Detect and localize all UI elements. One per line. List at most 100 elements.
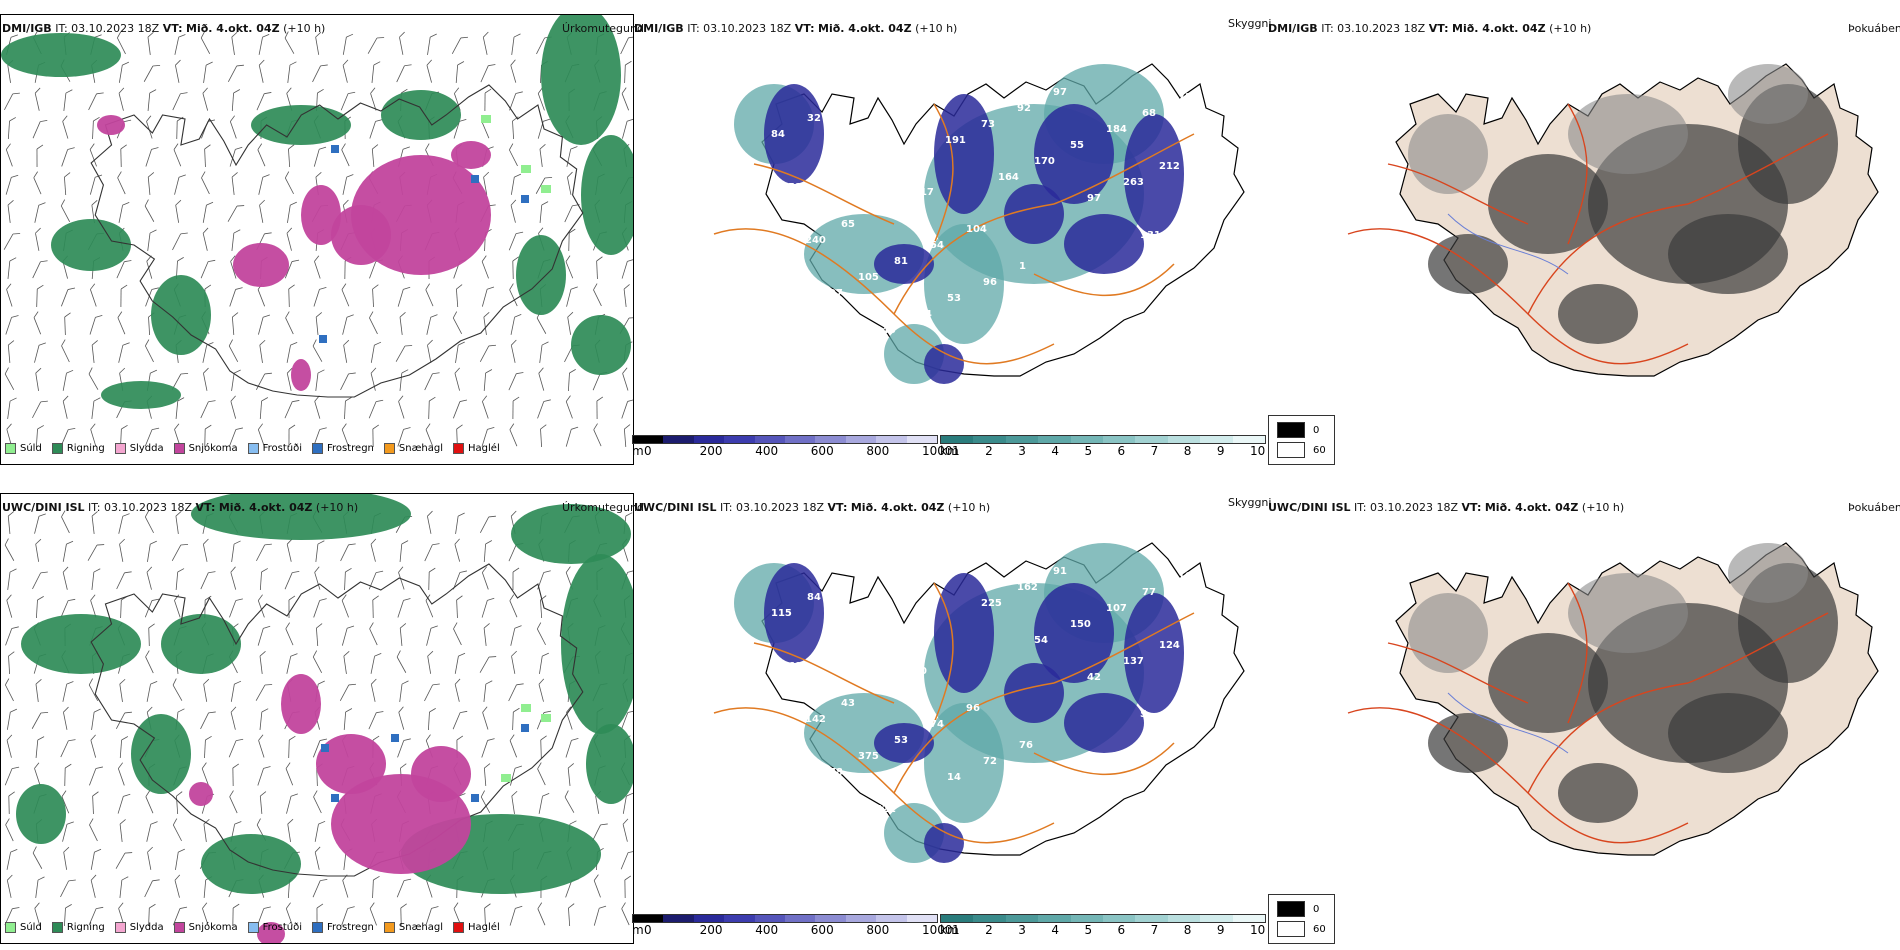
fog-legend-row: 0 bbox=[1277, 899, 1326, 919]
wind-barb bbox=[228, 738, 244, 758]
wind-barb bbox=[454, 652, 466, 674]
legend-swatch bbox=[114, 443, 126, 454]
wind-barb bbox=[230, 566, 237, 590]
wind-barb bbox=[288, 735, 296, 759]
top-km-scale: km 1 2 3 4 5 6 7 8 9 10 bbox=[940, 435, 1266, 458]
top-cloud-panel: 12 32 118 117 104 1 79 67 73 84 31 24 54 96 110 106 68 72… bbox=[634, 14, 1268, 465]
visibility-value: 74 bbox=[964, 825, 978, 836]
wind-barb bbox=[537, 570, 551, 590]
terrain-area bbox=[1064, 214, 1144, 274]
wind-barb bbox=[315, 31, 322, 55]
wind-barb bbox=[175, 397, 185, 419]
visibility-value: 73 bbox=[1178, 92, 1192, 103]
rain-area bbox=[381, 90, 461, 140]
wind-barb bbox=[229, 115, 237, 139]
wind-barb bbox=[176, 791, 183, 815]
rain-area bbox=[201, 834, 301, 894]
scale-tick: 4 bbox=[1051, 444, 1059, 458]
scale-swatch bbox=[1070, 915, 1104, 922]
wind-barb bbox=[623, 424, 631, 447]
wind-barb bbox=[484, 903, 491, 927]
wind-barb bbox=[259, 708, 269, 730]
wind-barb bbox=[116, 260, 132, 279]
visibility-value: 79 bbox=[1072, 298, 1086, 309]
wind-barb bbox=[118, 513, 130, 534]
visibility-value: 162 bbox=[1017, 582, 1038, 593]
wind-barb bbox=[396, 878, 412, 898]
rain-area bbox=[151, 275, 211, 355]
snow-area bbox=[189, 782, 213, 806]
wind-barb bbox=[315, 312, 323, 335]
wind-barb bbox=[284, 570, 300, 590]
wind-barb bbox=[428, 567, 436, 591]
wind-barb bbox=[512, 567, 520, 591]
visibility-value: 69 bbox=[788, 661, 802, 672]
scale-bar bbox=[940, 914, 1266, 923]
wind-barb bbox=[452, 311, 463, 335]
scale-tick: 1000 bbox=[922, 923, 953, 937]
visibility-value: 521 bbox=[875, 804, 896, 815]
wind-barb bbox=[370, 653, 382, 674]
wind-barb bbox=[259, 791, 267, 814]
scale-swatch bbox=[941, 436, 974, 443]
scale-tick: 9 bbox=[1216, 444, 1225, 458]
visibility-value: 132 bbox=[1000, 809, 1021, 820]
wind-barb bbox=[539, 341, 549, 363]
fog-legend-label: 0 bbox=[1313, 903, 1320, 915]
legend-label: Haglél bbox=[468, 443, 500, 454]
wind-barb bbox=[565, 255, 574, 279]
terrain-area bbox=[1034, 104, 1114, 204]
wind-barb bbox=[172, 232, 188, 251]
wind-barb bbox=[204, 735, 212, 759]
wind-barb bbox=[482, 31, 489, 55]
wind-barb bbox=[340, 543, 356, 562]
visibility-value: 73 bbox=[981, 119, 995, 130]
wind-barb bbox=[538, 367, 545, 391]
freezing-rain-area bbox=[331, 145, 339, 153]
wind-barb bbox=[312, 738, 328, 758]
legend-label: Frostregn bbox=[327, 922, 374, 933]
wind-barb bbox=[33, 311, 42, 335]
wind-barb bbox=[231, 89, 241, 112]
wind-barb bbox=[398, 566, 405, 590]
wind-barb bbox=[284, 31, 295, 54]
wind-barb bbox=[621, 258, 633, 279]
rain-area bbox=[581, 135, 633, 255]
wind-barb bbox=[201, 762, 209, 786]
fog-legend-swatch bbox=[1277, 921, 1305, 937]
visibility-value: 28 bbox=[1000, 330, 1014, 341]
wind-barb bbox=[36, 596, 44, 619]
top-precip-field-label: Úrkomutegund bbox=[562, 22, 644, 35]
visibility-value: 142 bbox=[805, 714, 826, 725]
visibility-value: 53 bbox=[947, 293, 961, 304]
rain-area bbox=[1, 33, 121, 77]
road-line bbox=[753, 642, 895, 704]
wind-barb bbox=[340, 91, 356, 111]
wind-barb bbox=[64, 312, 71, 336]
legend-label: Haglél bbox=[468, 922, 500, 933]
wind-barb bbox=[454, 87, 461, 111]
wind-barb bbox=[5, 818, 14, 842]
wind-barb bbox=[230, 706, 237, 730]
wind-barb bbox=[592, 823, 608, 842]
wind-barb bbox=[343, 339, 350, 363]
wind-barb bbox=[231, 229, 241, 251]
wind-barb bbox=[32, 846, 43, 869]
wind-barb bbox=[483, 540, 493, 563]
terrain-area bbox=[924, 823, 964, 863]
wind-barb bbox=[286, 227, 293, 251]
wind-barb bbox=[342, 874, 349, 898]
wind-barb bbox=[315, 540, 325, 562]
wind-barb bbox=[7, 397, 17, 419]
scale-tick: 10 bbox=[1250, 444, 1266, 458]
wind-barb bbox=[92, 791, 99, 815]
wind-barb bbox=[63, 706, 69, 730]
wind-barb bbox=[203, 367, 209, 391]
wind-barb bbox=[456, 595, 463, 619]
scale-swatch bbox=[1005, 915, 1039, 922]
wind-barb bbox=[172, 92, 188, 111]
wind-barb bbox=[60, 739, 76, 758]
scale-tick: 7 bbox=[1150, 923, 1159, 937]
wind-barb bbox=[117, 31, 126, 55]
wind-barb bbox=[285, 762, 294, 786]
